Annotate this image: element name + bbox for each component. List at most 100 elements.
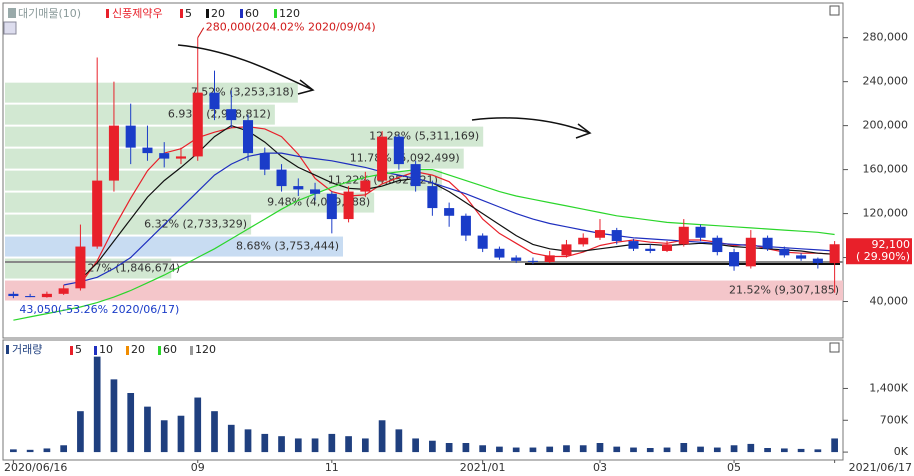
candle-body bbox=[561, 244, 572, 256]
candle-body bbox=[326, 193, 337, 220]
volume-bar bbox=[512, 447, 520, 453]
y-tick-label: 240,000 bbox=[863, 75, 909, 88]
volume-bar bbox=[445, 443, 453, 453]
hand-arrow bbox=[471, 117, 592, 139]
volume-bar bbox=[361, 438, 369, 453]
candle-body bbox=[276, 169, 287, 187]
max-annotation: 280,000(204.02% 2020/09/04) bbox=[206, 21, 376, 34]
y-tick-label: 160,000 bbox=[863, 163, 909, 176]
x-tick-label: 2021/01 bbox=[460, 461, 506, 474]
legend-label: 120 bbox=[279, 7, 300, 20]
candle-body bbox=[41, 293, 52, 298]
volume-bar bbox=[160, 420, 168, 453]
candle-body bbox=[192, 92, 203, 157]
window-button[interactable] bbox=[829, 342, 840, 353]
volume-bar bbox=[780, 448, 788, 453]
legend-swatch bbox=[106, 9, 109, 18]
volume-bar bbox=[479, 445, 487, 453]
legend-label: 5 bbox=[75, 343, 82, 356]
candle-body bbox=[377, 136, 388, 181]
candle-body bbox=[427, 186, 438, 209]
volume-bar bbox=[311, 438, 319, 453]
legend: 5 20 60 120 bbox=[180, 7, 300, 20]
profile-label: 6.93% (2,998,812) bbox=[168, 108, 271, 121]
profile-label: 11.78% (5,092,499) bbox=[350, 152, 460, 165]
ma-line bbox=[79, 126, 835, 285]
profile-bar bbox=[5, 258, 172, 279]
y-tick-label: 200,000 bbox=[863, 119, 909, 132]
profile-bar bbox=[5, 104, 275, 125]
current-price: 92,100 bbox=[872, 238, 911, 251]
candle-body bbox=[142, 147, 153, 154]
volume-bar bbox=[596, 443, 604, 453]
volume-bar bbox=[211, 411, 218, 453]
legend-label: 10 bbox=[99, 343, 113, 356]
volume-bar bbox=[227, 424, 235, 453]
volume-panel bbox=[2, 339, 844, 461]
candle-body bbox=[645, 248, 656, 251]
x-tick-label: 09 bbox=[191, 461, 205, 474]
legend-label: 120 bbox=[195, 343, 216, 356]
profile-label: 21.52% (9,307,185) bbox=[729, 284, 839, 297]
profile-bar bbox=[5, 236, 344, 257]
profile-bar bbox=[5, 82, 298, 103]
candle-body bbox=[108, 125, 119, 181]
window-button[interactable] bbox=[829, 5, 840, 16]
ma-line bbox=[79, 124, 835, 280]
legend-swatch bbox=[158, 346, 161, 355]
volume-bar bbox=[697, 446, 704, 453]
candle-body bbox=[779, 248, 790, 256]
volume-bar bbox=[546, 446, 554, 453]
legend-swatch bbox=[206, 9, 209, 18]
volume-bar bbox=[378, 420, 386, 453]
candle-body bbox=[343, 191, 354, 220]
max-pointer bbox=[197, 27, 205, 38]
current-price-box bbox=[846, 238, 912, 265]
volume-bar bbox=[194, 397, 202, 453]
plot-layer: 280,000(204.02% 2020/09/04) 43,050(-53.26… bbox=[8, 21, 840, 453]
legend-swatch bbox=[70, 346, 73, 355]
volume-bar bbox=[177, 415, 185, 453]
candle-body bbox=[209, 92, 220, 110]
volume-bar bbox=[663, 447, 671, 453]
profile-label: 4.27% (1,846,674) bbox=[77, 262, 180, 275]
legend-label: 60 bbox=[245, 7, 259, 20]
volume-bar bbox=[713, 447, 721, 453]
volume-bar bbox=[646, 448, 654, 453]
candle-body bbox=[511, 257, 522, 261]
volume-bar bbox=[395, 429, 403, 453]
y-tick-label: 280,000 bbox=[863, 31, 909, 44]
volume-bar bbox=[630, 447, 637, 453]
profile-label: 9.48% (4,099,388) bbox=[267, 196, 370, 209]
volume-bar bbox=[563, 445, 570, 453]
candle-body bbox=[444, 208, 455, 216]
legend-label: 60 bbox=[163, 343, 177, 356]
candle-body bbox=[92, 180, 103, 247]
legend-swatch bbox=[180, 9, 183, 18]
profile-label: 7.52% (3,253,318) bbox=[191, 86, 294, 99]
legend: 5 10 20 60 120 bbox=[70, 343, 216, 356]
volume-bar bbox=[144, 406, 151, 453]
volume-bar bbox=[294, 438, 302, 453]
candle-body bbox=[8, 293, 19, 297]
volume-bar bbox=[244, 429, 252, 453]
panel-button[interactable] bbox=[3, 21, 17, 35]
volume-bar bbox=[10, 449, 17, 453]
candle-body bbox=[494, 248, 505, 258]
volume-bar bbox=[496, 446, 503, 453]
candle-body bbox=[812, 258, 823, 264]
candle-body bbox=[578, 237, 589, 245]
candle-body bbox=[712, 237, 723, 253]
volume-bar bbox=[278, 436, 285, 453]
candle-body bbox=[75, 246, 86, 289]
volume-bar bbox=[797, 448, 805, 453]
x-tick-label: 05 bbox=[727, 461, 741, 474]
candle-body bbox=[695, 226, 706, 238]
x-tick-label: 11 bbox=[325, 461, 339, 474]
volume-bar bbox=[529, 447, 537, 453]
profile-bar bbox=[5, 214, 252, 235]
volume-bar bbox=[462, 443, 470, 453]
volume-bar bbox=[93, 356, 101, 453]
volume-bar bbox=[429, 440, 436, 453]
ma-line bbox=[13, 169, 835, 321]
